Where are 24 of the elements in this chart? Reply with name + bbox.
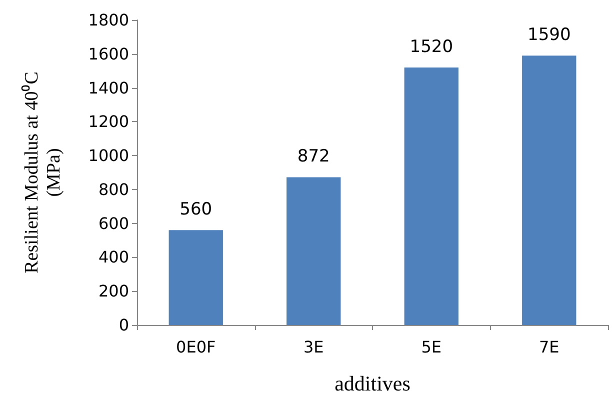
data-label: 1520	[410, 36, 454, 57]
y-tick-label: 1600	[88, 44, 129, 64]
y-tick-label: 600	[98, 214, 129, 233]
x-axis-title: additives	[334, 372, 410, 396]
x-tick-label: 3E	[303, 338, 324, 356]
y-axis-title: Resilient Modulus at 40⁰C (MPa)	[20, 72, 64, 274]
y-tick-label: 1200	[88, 112, 129, 132]
y-tick-label: 1400	[88, 78, 129, 98]
x-tick-label: 0E0F	[176, 338, 216, 356]
bar	[404, 67, 458, 325]
x-tick-label: 7E	[538, 338, 560, 356]
bar	[522, 56, 576, 325]
data-label: 872	[297, 146, 330, 167]
y-tick-label: 1000	[88, 146, 129, 166]
y-tick-label: 1800	[88, 10, 129, 30]
y-tick-label: 800	[98, 180, 129, 199]
data-label: 560	[180, 200, 212, 220]
y-tick-label: 0	[118, 316, 129, 334]
y-tick-label: 200	[98, 282, 129, 301]
data-label: 1590	[527, 25, 571, 46]
bar	[168, 230, 223, 325]
y-tick-label: 400	[98, 248, 129, 267]
bar	[286, 177, 341, 325]
x-tick-label: 5E	[421, 338, 442, 356]
